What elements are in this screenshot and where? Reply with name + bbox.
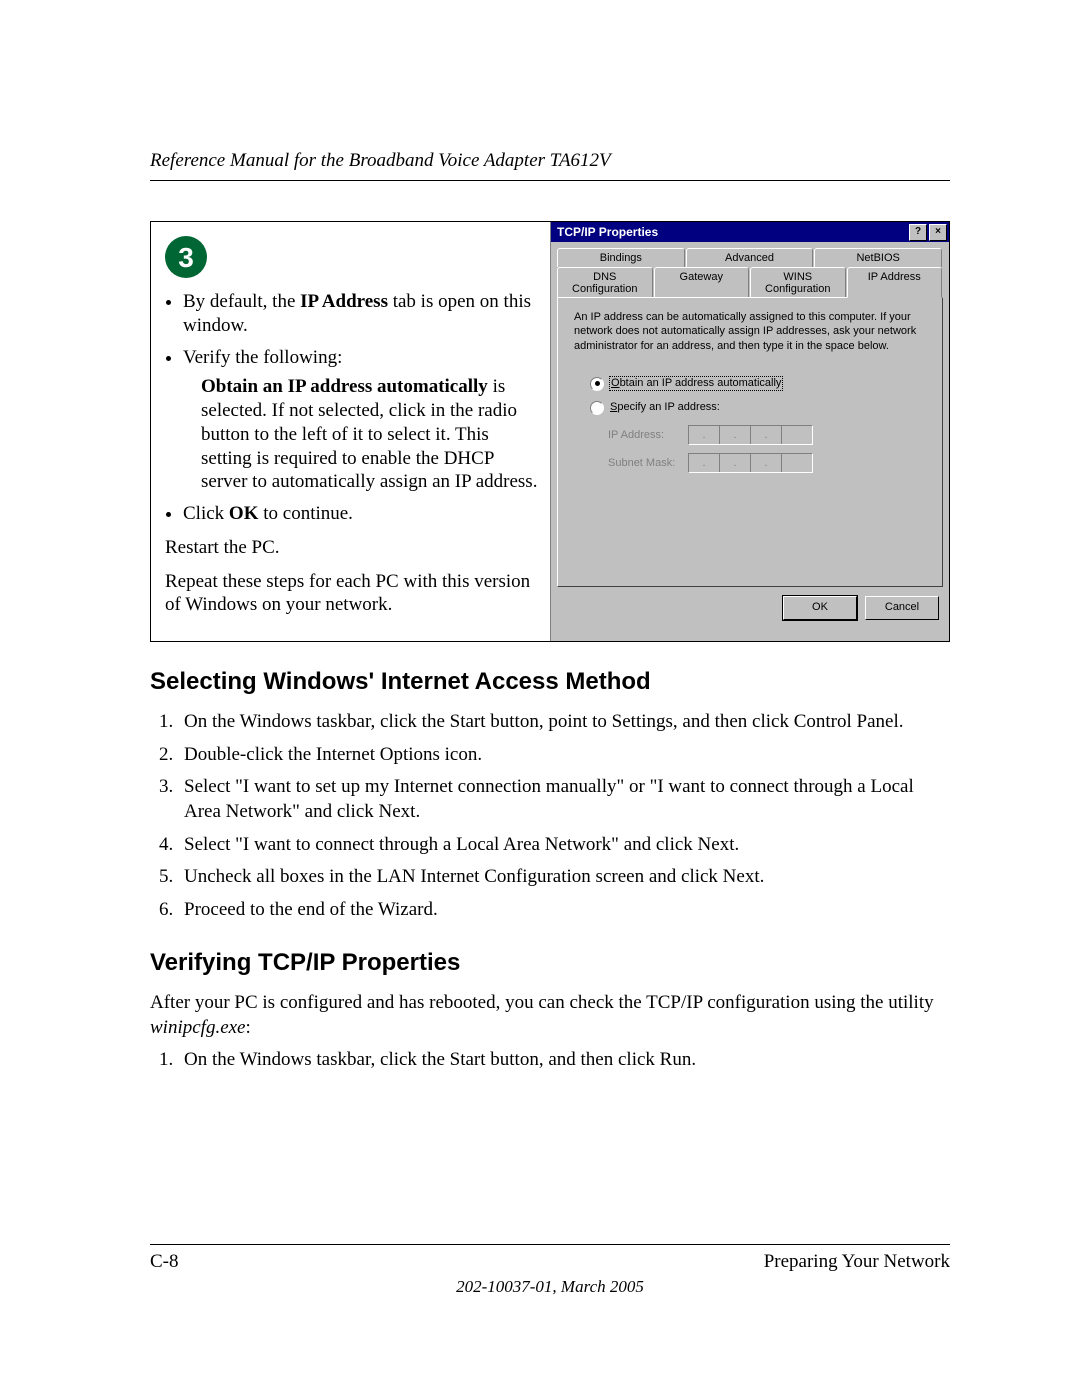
- dialog-tabs: Bindings Advanced NetBIOS DNS Configurat…: [551, 242, 949, 588]
- running-header: Reference Manual for the Broadband Voice…: [150, 150, 950, 172]
- tab-advanced[interactable]: Advanced: [686, 248, 814, 267]
- section-heading: Verifying TCP/IP Properties: [150, 949, 950, 977]
- radio-specify[interactable]: Specify an IP address:: [590, 401, 926, 415]
- tcpip-dialog: TCP/IP Properties ? × Bindings Advanced …: [550, 222, 949, 641]
- step-instructions: 3 By default, the IP Address tab is open…: [151, 222, 550, 641]
- radio-icon[interactable]: [590, 401, 604, 415]
- ordered-steps: On the Windows taskbar, click the Start …: [150, 1048, 950, 1073]
- subnet-mask-label: Subnet Mask:: [608, 457, 688, 469]
- bold-text: Obtain an IP address automatically: [201, 376, 488, 397]
- list-item: On the Windows taskbar, click the Start …: [178, 710, 950, 735]
- step-box: 3 By default, the IP Address tab is open…: [150, 221, 950, 642]
- nested-text: Obtain an IP address automatically is se…: [201, 375, 544, 494]
- bold-text: IP Address: [300, 291, 388, 312]
- text: to continue.: [258, 503, 352, 524]
- ip-address-row: IP Address: ...: [608, 425, 926, 445]
- ip-address-input[interactable]: ...: [688, 425, 813, 445]
- list-item: Uncheck all boxes in the LAN Internet Co…: [178, 865, 950, 890]
- text: Verify the following:: [183, 347, 342, 368]
- subnet-mask-row: Subnet Mask: ...: [608, 453, 926, 473]
- dialog-title: TCP/IP Properties: [557, 225, 658, 239]
- list-item: On the Windows taskbar, click the Start …: [178, 1048, 950, 1073]
- dialog-buttons: OK Cancel: [551, 588, 949, 628]
- paragraph: Restart the PC.: [165, 536, 544, 560]
- footer-rule: [150, 1244, 950, 1245]
- tab-bindings[interactable]: Bindings: [557, 248, 685, 267]
- ip-address-label: IP Address:: [608, 429, 688, 441]
- tab-gateway[interactable]: Gateway: [654, 267, 750, 298]
- help-icon[interactable]: ?: [909, 224, 927, 241]
- radio-icon[interactable]: [590, 377, 604, 391]
- text: Click: [183, 503, 229, 524]
- list-item: Select "I want to connect through a Loca…: [178, 833, 950, 858]
- step-number-badge: 3: [165, 236, 207, 278]
- footer-section: Preparing Your Network: [764, 1251, 950, 1273]
- header-rule: [150, 180, 950, 181]
- bullet-item: Click OK to continue.: [183, 502, 544, 526]
- ordered-steps: On the Windows taskbar, click the Start …: [150, 710, 950, 923]
- page-footer: C-8 Preparing Your Network 202-10037-01,…: [150, 1244, 950, 1297]
- list-item: Double-click the Internet Options icon.: [178, 743, 950, 768]
- subnet-mask-input[interactable]: ...: [688, 453, 813, 473]
- tab-netbios[interactable]: NetBIOS: [814, 248, 942, 267]
- bold-text: OK: [229, 503, 259, 524]
- list-item: Proceed to the end of the Wizard.: [178, 898, 950, 923]
- section-heading: Selecting Windows' Internet Access Metho…: [150, 668, 950, 696]
- paragraph: Repeat these steps for each PC with this…: [165, 570, 544, 618]
- radio-label: Obtain an IP address automatically: [610, 377, 782, 390]
- close-icon[interactable]: ×: [929, 224, 947, 241]
- paragraph: After your PC is configured and has rebo…: [150, 991, 950, 1040]
- page-number: C-8: [150, 1251, 179, 1273]
- dialog-description: An IP address can be automatically assig…: [574, 310, 926, 353]
- text: After your PC is configured and has rebo…: [150, 992, 934, 1013]
- footer-date: 202-10037-01, March 2005: [150, 1277, 950, 1297]
- dialog-titlebar[interactable]: TCP/IP Properties ? ×: [551, 222, 949, 242]
- tab-ipaddress[interactable]: IP Address: [847, 267, 943, 298]
- ok-button[interactable]: OK: [783, 596, 857, 620]
- bullet-item: Verify the following: Obtain an IP addre…: [183, 346, 544, 495]
- bullet-item: By default, the IP Address tab is open o…: [183, 290, 544, 338]
- italic-text: winipcfg.exe: [150, 1017, 246, 1038]
- radio-label: Specify an IP address:: [610, 401, 720, 414]
- tab-dns[interactable]: DNS Configuration: [557, 267, 653, 298]
- tab-wins[interactable]: WINS Configuration: [750, 267, 846, 298]
- list-item: Select "I want to set up my Internet con…: [178, 775, 950, 824]
- cancel-button[interactable]: Cancel: [865, 596, 939, 620]
- dialog-body: An IP address can be automatically assig…: [557, 297, 943, 587]
- text: By default, the: [183, 291, 300, 312]
- radio-obtain-auto[interactable]: Obtain an IP address automatically: [590, 377, 926, 391]
- text: :: [246, 1017, 251, 1038]
